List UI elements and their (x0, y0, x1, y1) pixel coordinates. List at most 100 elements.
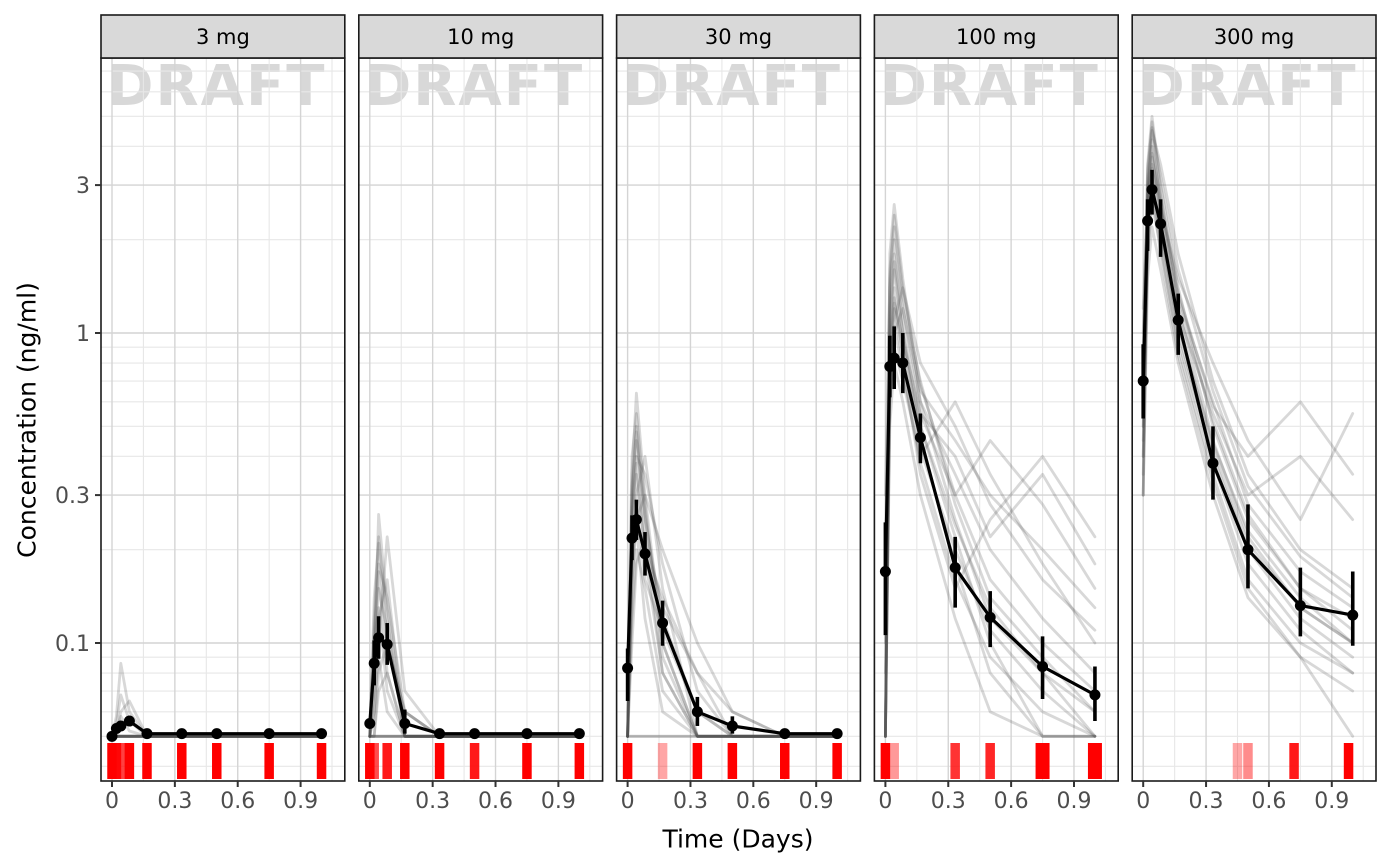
rug-mark (1035, 743, 1050, 779)
mean-point (831, 728, 843, 740)
x-axis: 0 0.3 0.6 0.9 (878, 781, 1091, 814)
x-tick-label: 0.6 (478, 789, 513, 814)
blq-rug-marks (622, 743, 842, 779)
panel-plot-area: DRAFT (1132, 58, 1376, 781)
facet-strip (873, 14, 1120, 59)
blq-rug-marks (107, 743, 327, 779)
x-tick-label: 0 (621, 789, 635, 814)
facet-panel: DRAFT 300 mg 0 0.3 0.6 0.9 (1131, 14, 1377, 814)
x-tick-label: 0 (878, 789, 892, 814)
rug-mark (212, 743, 222, 779)
individual-line (884, 238, 1097, 610)
individual-line (884, 361, 1097, 738)
panel-plot-area: DRAFT (874, 58, 1119, 781)
rug-mark (124, 743, 135, 779)
x-tick-label: 0.6 (1251, 789, 1286, 814)
individual-line (368, 535, 581, 738)
mean-point (364, 717, 376, 729)
mean-point (368, 657, 380, 669)
individual-line (368, 655, 581, 738)
rug-mark (574, 743, 585, 779)
x-tick-label: 0.3 (415, 789, 450, 814)
rug-mark (469, 743, 480, 779)
rug-mark (1087, 743, 1102, 779)
x-tick-label: 0.3 (157, 789, 192, 814)
mean-point (1172, 314, 1184, 326)
x-tick-label: 0.9 (283, 789, 318, 814)
panel-plot-area: DRAFT (358, 58, 603, 781)
individual-line (884, 225, 1097, 714)
mean-points (106, 715, 328, 742)
individual-line (368, 671, 581, 738)
mean-point (884, 360, 896, 372)
rug-mark (369, 743, 379, 779)
individual-line (884, 213, 1097, 738)
x-tick-label: 0.9 (541, 789, 576, 814)
mean-point (399, 717, 411, 729)
individual-line (1141, 126, 1355, 600)
rug-mark (622, 743, 633, 779)
x-axis: 0 0.3 0.6 0.9 (1136, 781, 1349, 814)
mean-point (726, 720, 738, 732)
mean-point (949, 562, 961, 574)
mean-point (1347, 609, 1359, 621)
blq-rug-marks (365, 743, 585, 779)
mean-point (630, 514, 642, 526)
rug-mark (400, 743, 410, 779)
rug-mark (832, 743, 842, 779)
mean-point (1242, 544, 1254, 556)
facet-strip (100, 14, 346, 59)
x-tick-label: 0 (105, 789, 119, 814)
facet-label: 300 mg (1214, 25, 1295, 49)
mean-point (176, 728, 188, 740)
mean-point (123, 715, 135, 727)
x-tick-label: 0.6 (736, 789, 771, 814)
x-axis: 0 0.3 0.6 0.9 (621, 781, 834, 814)
mean-point (622, 662, 634, 674)
rug-mark (116, 743, 126, 779)
mean-points (622, 514, 843, 740)
rug-mark (657, 743, 668, 779)
mean-point (573, 728, 585, 740)
grid-major (358, 58, 603, 781)
facet-label: 100 mg (956, 25, 1037, 49)
mean-point (888, 352, 900, 364)
facet-panel: DRAFT 100 mg 0 0.3 0.6 0.9 (873, 14, 1120, 814)
mean-point (1207, 457, 1219, 469)
mean-points (879, 352, 1101, 701)
mean-point (469, 728, 481, 740)
grid-major (101, 58, 345, 781)
grid-major (1132, 58, 1376, 781)
individual-line (1141, 114, 1355, 620)
blq-rug-marks (1232, 743, 1354, 779)
mean-point (381, 638, 393, 650)
rug-mark (1232, 743, 1243, 779)
individual-line (626, 424, 839, 738)
rug-mark (780, 743, 790, 779)
mean-point (691, 706, 703, 718)
mean-point (914, 432, 926, 444)
x-tick-label: 0.9 (1056, 789, 1091, 814)
x-tick-label: 0.3 (673, 789, 708, 814)
grid-minor (616, 58, 861, 781)
x-tick-label: 0.3 (931, 789, 966, 814)
rug-mark (889, 743, 899, 779)
rug-mark (316, 743, 327, 779)
x-axis: 0 0.3 0.6 0.9 (105, 781, 318, 814)
mean-point (639, 548, 651, 560)
x-tick-label: 0.3 (1189, 789, 1224, 814)
mean-point (779, 728, 791, 740)
facet-strip (615, 14, 862, 59)
rug-mark (950, 743, 960, 779)
rug-mark (692, 743, 703, 779)
y-tick-label: 3 (76, 174, 90, 199)
mean-point (897, 357, 909, 369)
grid-major (874, 58, 1119, 781)
y-tick-label: 1 (76, 322, 90, 347)
x-tick-label: 0 (363, 789, 377, 814)
mean-points (1137, 184, 1359, 621)
rug-mark (880, 743, 891, 779)
mean-points (364, 632, 585, 740)
